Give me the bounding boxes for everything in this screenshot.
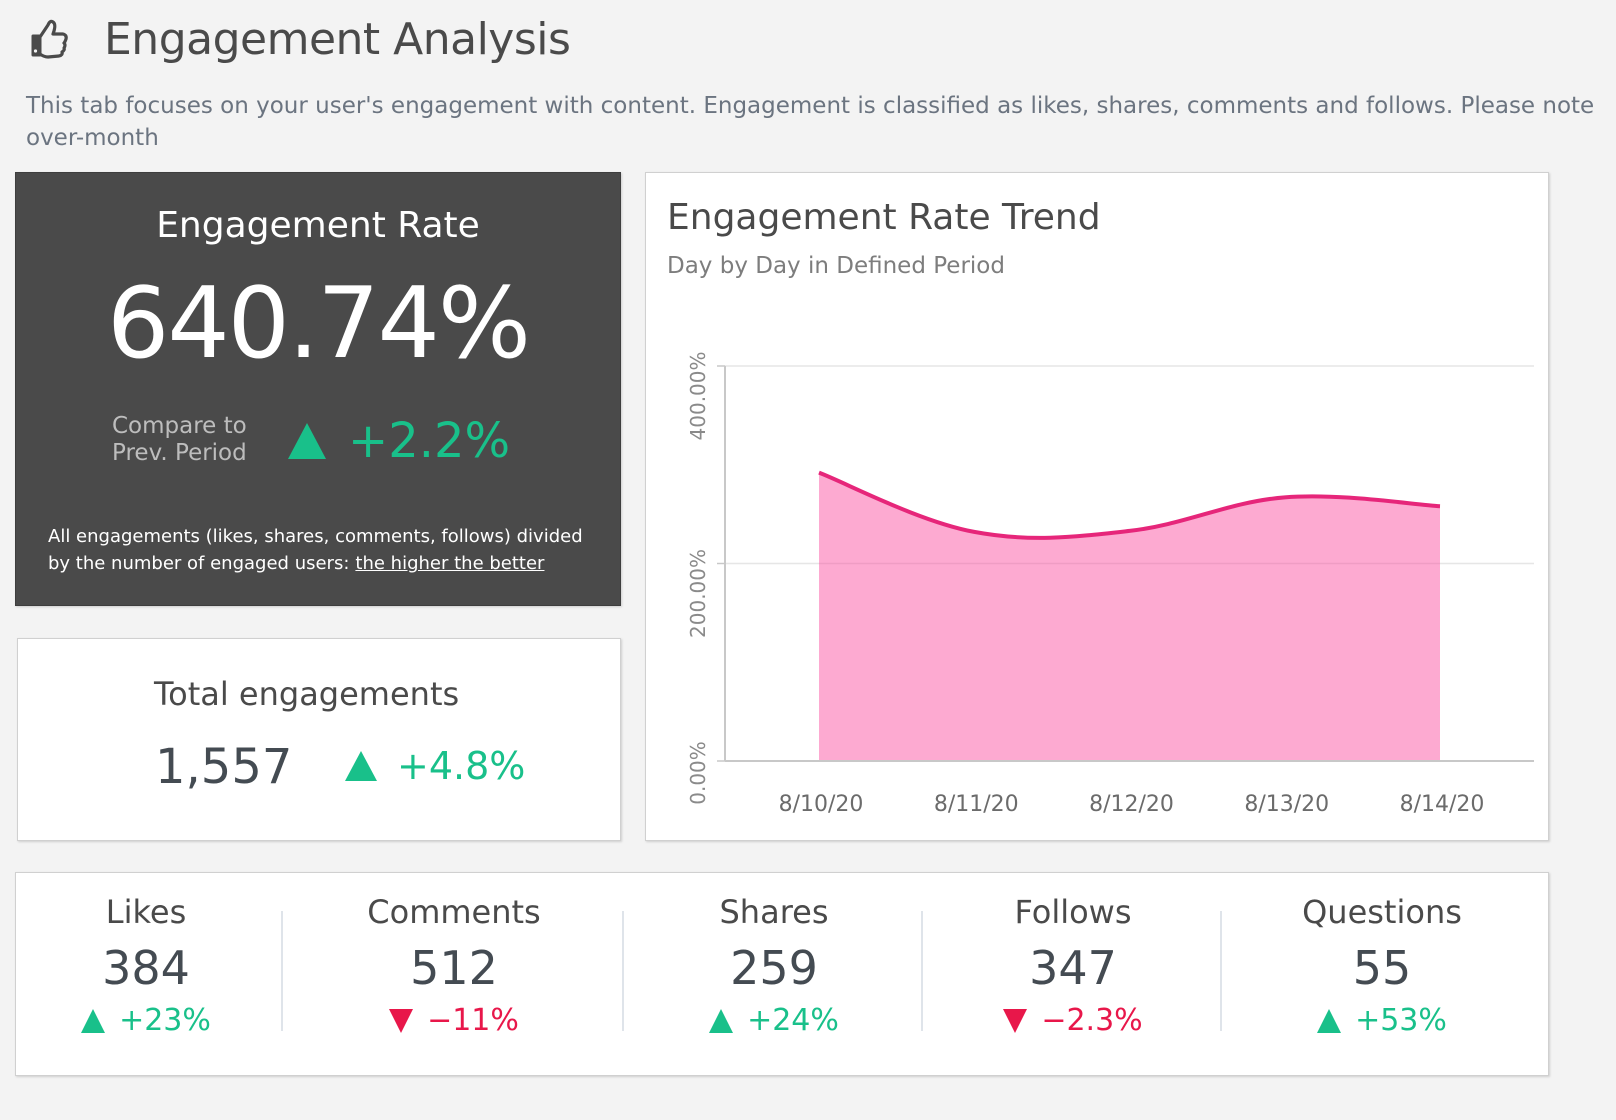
description-line-1: This tab focuses on your user's engageme… [26, 93, 1595, 119]
metric-delta-value: −11% [427, 1003, 519, 1038]
metric-label: Questions [1302, 893, 1462, 931]
metric-delta: +24% [624, 1003, 924, 1038]
metric-questions: Questions 55 +53% [1232, 873, 1532, 1077]
engagement-breakdown-card: Likes 384 +23% Comments 512 −11% Shares 259 +24%… [15, 872, 1549, 1076]
metric-delta: −11% [304, 1003, 604, 1038]
metric-comments: Comments 512 −11% [304, 873, 604, 1077]
description-line-2: over-month [26, 125, 159, 151]
x-tick-label: 8/12/20 [1089, 792, 1174, 817]
metric-value: 259 [730, 941, 818, 995]
up-triangle-icon [81, 1008, 106, 1033]
metric-value: 55 [1352, 941, 1412, 995]
engagement-rate-title: Engagement Rate [156, 205, 480, 246]
engagement-rate-card: Engagement Rate 640.74% Compare to Prev.… [15, 172, 621, 606]
page-title: Engagement Analysis [104, 14, 571, 65]
total-engagements-value: 1,557 [155, 739, 293, 795]
metric-divider [622, 911, 624, 1031]
compare-label-line-1: Compare to [112, 413, 247, 439]
compare-label: Compare to Prev. Period [112, 413, 247, 467]
metric-delta-value: −2.3% [1041, 1003, 1143, 1038]
x-tick-label: 8/14/20 [1400, 792, 1485, 817]
y-tick-label: 400.00% [686, 352, 710, 441]
metric-label: Follows [1014, 893, 1132, 931]
metric-value: 512 [410, 941, 498, 995]
metric-divider [1220, 911, 1222, 1031]
total-engagements-title: Total engagements [154, 675, 460, 713]
note-line-2: by the number of engaged users: the highe… [48, 550, 583, 577]
page-header: Engagement Analysis [24, 14, 571, 65]
chart-title: Engagement Rate Trend [667, 197, 1101, 238]
note-line-1: All engagements (likes, shares, comments… [48, 526, 583, 547]
metric-delta-value: +24% [747, 1003, 839, 1038]
page-description: This tab focuses on your user's engageme… [26, 90, 1616, 154]
metric-delta: +23% [0, 1003, 296, 1038]
up-triangle-icon [709, 1008, 734, 1033]
engagement-rate-note: All engagements (likes, shares, comments… [48, 523, 583, 577]
metric-delta: −2.3% [923, 1003, 1223, 1038]
x-tick-label: 8/10/20 [779, 792, 864, 817]
x-tick-label: 8/13/20 [1244, 792, 1329, 817]
up-triangle-icon [1317, 1008, 1342, 1033]
metric-label: Comments [367, 893, 541, 931]
metric-delta-value: +53% [1355, 1003, 1447, 1038]
down-triangle-icon [389, 1008, 414, 1033]
thumbs-up-icon [31, 19, 68, 59]
engagement-rate-delta-value: +2.2% [348, 413, 511, 469]
y-tick-label: 200.00% [686, 549, 710, 638]
metric-divider [921, 911, 923, 1031]
total-engagements-delta-value: +4.8% [397, 744, 526, 788]
metric-value: 384 [102, 941, 190, 995]
x-tick-label: 8/11/20 [934, 792, 1019, 817]
engagement-trend-chart: 0.00% 200.00% 400.00% 8/10/20 8/11/20 8/12/20… [686, 352, 1534, 817]
metric-label: Shares [719, 893, 829, 931]
metric-shares: Shares 259 +24% [624, 873, 924, 1077]
up-triangle-icon [345, 751, 377, 781]
up-triangle-icon [288, 423, 326, 459]
metric-divider [281, 911, 283, 1031]
down-triangle-icon [1003, 1008, 1028, 1033]
metric-value: 347 [1029, 941, 1117, 995]
total-engagements-delta: +4.8% [345, 744, 525, 788]
engagement-rate-delta: +2.2% [288, 413, 510, 469]
engagement-rate-value: 640.74% [106, 267, 531, 381]
total-engagements-card: Total engagements 1,557 +4.8% [17, 638, 621, 841]
higher-better-link[interactable]: the higher the better [355, 553, 545, 574]
compare-label-line-2: Prev. Period [112, 440, 247, 466]
engagement-trend-card: Engagement Rate Trend Day by Day in Defi… [645, 172, 1549, 841]
y-tick-label: 0.00% [686, 741, 710, 805]
metric-delta-value: +23% [119, 1003, 211, 1038]
metric-label: Likes [105, 893, 187, 931]
metric-likes: Likes 384 +23% [0, 873, 296, 1077]
chart-subtitle: Day by Day in Defined Period [667, 253, 1005, 279]
area-fill [819, 472, 1440, 761]
note-line-2-text: by the number of engaged users: [48, 553, 350, 574]
metric-follows: Follows 347 −2.3% [923, 873, 1223, 1077]
metric-delta: +53% [1232, 1003, 1532, 1038]
